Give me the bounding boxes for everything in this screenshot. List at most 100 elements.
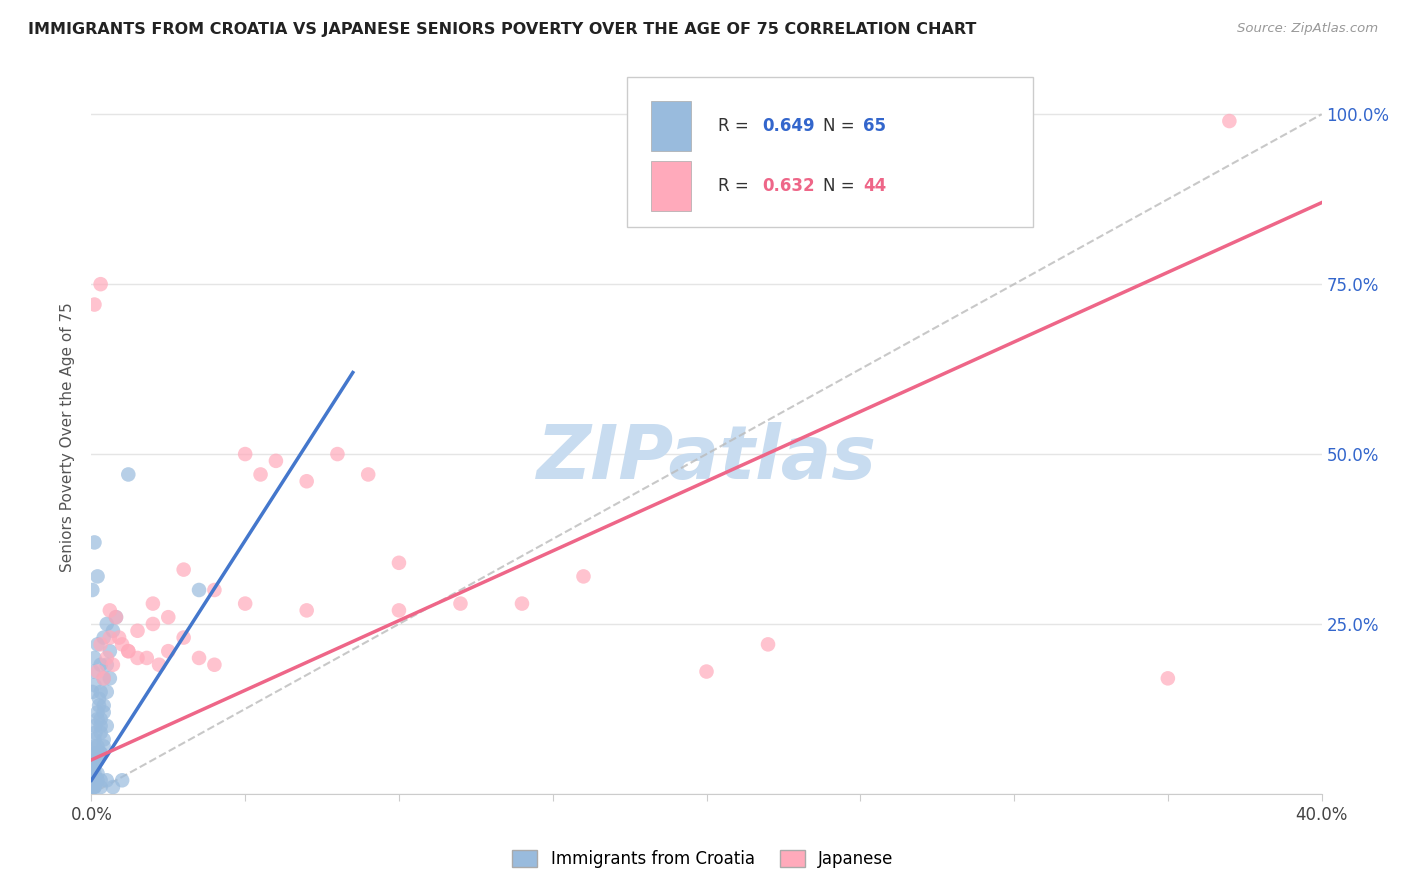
Point bbox=[90, 746, 112, 760]
Text: R =: R = bbox=[718, 177, 754, 194]
Point bbox=[86, 746, 108, 760]
Point bbox=[93, 671, 115, 685]
Text: IMMIGRANTS FROM CROATIA VS JAPANESE SENIORS POVERTY OVER THE AGE OF 75 CORRELATI: IMMIGRANTS FROM CROATIA VS JAPANESE SENI… bbox=[28, 22, 977, 37]
Point bbox=[98, 603, 121, 617]
Point bbox=[84, 725, 107, 739]
Point bbox=[90, 725, 112, 739]
Point bbox=[90, 685, 112, 699]
Point bbox=[86, 766, 108, 780]
Point bbox=[86, 706, 108, 720]
Point bbox=[1157, 671, 1180, 685]
Point bbox=[83, 739, 105, 754]
Point bbox=[82, 780, 104, 794]
Point bbox=[98, 631, 121, 645]
Point bbox=[101, 780, 124, 794]
Point bbox=[83, 766, 105, 780]
Point bbox=[90, 637, 112, 651]
Point bbox=[117, 644, 139, 658]
Point bbox=[96, 657, 118, 672]
Point bbox=[83, 746, 105, 760]
Point bbox=[83, 780, 105, 794]
Point bbox=[82, 780, 104, 794]
Point bbox=[157, 644, 180, 658]
Point bbox=[173, 563, 195, 577]
Point bbox=[83, 678, 105, 692]
Point bbox=[105, 610, 127, 624]
Point bbox=[90, 277, 112, 292]
Bar bbox=[651, 161, 690, 211]
Point bbox=[111, 637, 134, 651]
Point bbox=[148, 657, 170, 672]
Text: ZIPatlas: ZIPatlas bbox=[537, 422, 876, 495]
Point bbox=[326, 447, 349, 461]
Point bbox=[295, 475, 318, 489]
Point bbox=[82, 773, 104, 788]
Point bbox=[357, 467, 380, 482]
Point bbox=[90, 712, 112, 726]
Point bbox=[90, 773, 112, 788]
Point bbox=[87, 691, 110, 706]
Point bbox=[82, 760, 104, 774]
Point bbox=[82, 685, 104, 699]
Point bbox=[93, 739, 115, 754]
Point bbox=[84, 719, 107, 733]
Text: 44: 44 bbox=[863, 177, 887, 194]
Point bbox=[264, 454, 287, 468]
Point bbox=[233, 597, 256, 611]
Point bbox=[127, 651, 149, 665]
Text: 0.632: 0.632 bbox=[762, 177, 815, 194]
Point bbox=[84, 753, 107, 767]
Text: N =: N = bbox=[823, 177, 859, 194]
Point bbox=[82, 780, 104, 794]
Point bbox=[90, 780, 112, 794]
Point bbox=[233, 447, 256, 461]
Point bbox=[93, 732, 115, 747]
Point bbox=[96, 719, 118, 733]
Point bbox=[87, 698, 110, 713]
Point bbox=[756, 637, 779, 651]
Point bbox=[111, 773, 134, 788]
Point bbox=[249, 467, 271, 482]
Point bbox=[101, 624, 124, 638]
Point bbox=[1218, 114, 1240, 128]
Point bbox=[82, 773, 104, 788]
Point bbox=[696, 665, 718, 679]
Point bbox=[117, 644, 139, 658]
Point bbox=[101, 657, 124, 672]
Point bbox=[83, 780, 105, 794]
Y-axis label: Seniors Poverty Over the Age of 75: Seniors Poverty Over the Age of 75 bbox=[60, 302, 76, 572]
Text: N =: N = bbox=[823, 117, 859, 135]
Text: Source: ZipAtlas.com: Source: ZipAtlas.com bbox=[1237, 22, 1378, 36]
Point bbox=[83, 297, 105, 311]
Point bbox=[157, 610, 180, 624]
Point bbox=[93, 706, 115, 720]
Point bbox=[96, 617, 118, 632]
Point bbox=[202, 657, 225, 672]
Point bbox=[90, 657, 112, 672]
Point bbox=[98, 644, 121, 658]
Bar bbox=[651, 101, 690, 151]
Point bbox=[83, 535, 105, 549]
Point bbox=[86, 569, 108, 583]
Point bbox=[388, 556, 411, 570]
Point bbox=[83, 753, 105, 767]
Point bbox=[142, 597, 165, 611]
Point bbox=[86, 637, 108, 651]
Point bbox=[188, 651, 211, 665]
Point bbox=[93, 671, 115, 685]
Point bbox=[449, 597, 471, 611]
Point bbox=[83, 773, 105, 788]
Text: R =: R = bbox=[718, 117, 754, 135]
Point bbox=[86, 712, 108, 726]
Point bbox=[86, 665, 108, 679]
Point bbox=[96, 651, 118, 665]
Point bbox=[83, 651, 105, 665]
Point bbox=[572, 569, 595, 583]
Point bbox=[135, 651, 157, 665]
Point bbox=[98, 671, 121, 685]
FancyBboxPatch shape bbox=[627, 77, 1032, 227]
Point bbox=[142, 617, 165, 632]
Point bbox=[86, 739, 108, 754]
Point bbox=[93, 631, 115, 645]
Point bbox=[188, 582, 211, 597]
